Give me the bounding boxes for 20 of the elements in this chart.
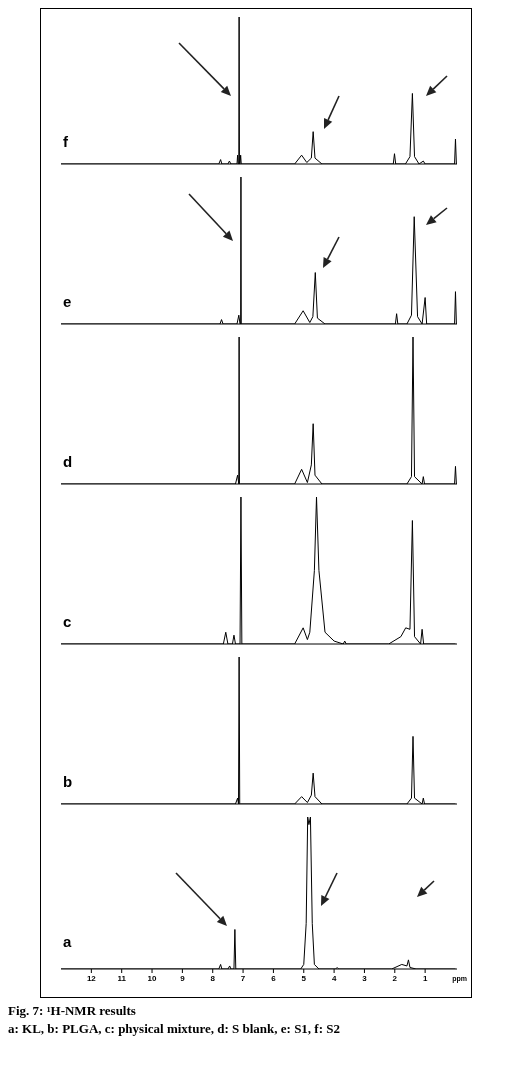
x-tick-label: 6: [271, 973, 277, 983]
x-tick-label: 5: [301, 973, 307, 983]
text: c: [63, 613, 72, 630]
text: a: [63, 933, 72, 950]
caption: Fig. 7: ¹H-NMR results: [8, 1003, 136, 1018]
text: d: [63, 453, 73, 470]
x-tick-label: 12: [86, 973, 97, 983]
x-tick-label: 9: [180, 973, 186, 983]
text: a: KL, b: PLGA, c: physical mixture, d: S blank, e: S1, f: S2: [8, 1021, 341, 1036]
text: f: [63, 133, 68, 150]
x-tick-label: 3: [362, 973, 368, 983]
x-tick-label: 10: [147, 973, 158, 983]
x-tick-label: 8: [210, 973, 216, 983]
text: b: [63, 773, 73, 790]
x-tick-label: 7: [240, 973, 246, 983]
x-tick-label: 4: [331, 973, 337, 983]
x-tick-label: 11: [117, 973, 127, 983]
text: e: [63, 293, 72, 310]
x-tick-label: 2: [392, 973, 398, 983]
x-tick-label: 1: [422, 973, 428, 983]
